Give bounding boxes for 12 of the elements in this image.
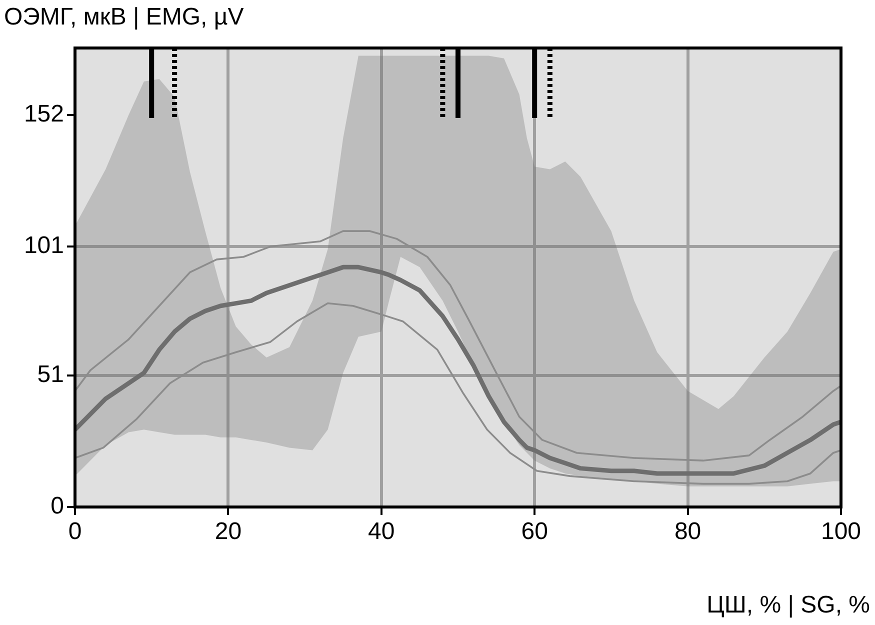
x-tick-label: 20 — [214, 518, 242, 546]
x-tick-label: 40 — [368, 518, 395, 546]
x-tick-label: 60 — [521, 518, 548, 546]
y-tick-label: 152 — [24, 100, 64, 128]
x-axis-title: ЦШ, % | SG, % — [706, 592, 870, 619]
x-tick-label: 80 — [674, 518, 702, 546]
y-tick-label: 101 — [24, 232, 64, 260]
y-tick-label: 51 — [37, 361, 64, 388]
y-tick-label: 0 — [50, 492, 64, 520]
x-tick-label: 100 — [820, 518, 862, 546]
y-axis-title: ОЭМГ, мкВ | EMG, µV — [4, 4, 244, 31]
x-tick-label: 0 — [68, 518, 82, 546]
